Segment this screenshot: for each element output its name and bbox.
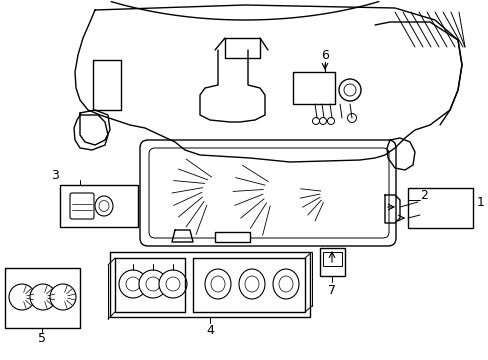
FancyBboxPatch shape — [140, 140, 395, 246]
Circle shape — [139, 270, 167, 298]
Ellipse shape — [272, 269, 298, 299]
Bar — [407, 188, 472, 228]
Ellipse shape — [343, 84, 355, 96]
Bar — [224, 38, 260, 58]
Circle shape — [146, 277, 160, 291]
Text: 3: 3 — [51, 168, 59, 181]
Ellipse shape — [347, 113, 356, 122]
Bar — [292, 72, 334, 104]
Text: 6: 6 — [321, 49, 328, 62]
Circle shape — [159, 270, 186, 298]
Bar — [5, 268, 80, 328]
Bar — [215, 232, 249, 242]
Ellipse shape — [99, 201, 109, 212]
Bar — [60, 185, 138, 227]
Text: 2: 2 — [419, 189, 427, 202]
Text: 1: 1 — [476, 195, 484, 208]
Ellipse shape — [244, 276, 259, 292]
Ellipse shape — [312, 117, 319, 125]
Circle shape — [9, 284, 35, 310]
Circle shape — [119, 270, 147, 298]
Circle shape — [165, 277, 180, 291]
Ellipse shape — [95, 196, 113, 216]
Text: 7: 7 — [327, 284, 335, 297]
Ellipse shape — [210, 276, 224, 292]
Text: 5: 5 — [38, 332, 46, 345]
Bar — [319, 248, 345, 276]
Text: 4: 4 — [205, 324, 214, 337]
Ellipse shape — [338, 79, 360, 101]
Ellipse shape — [204, 269, 230, 299]
Ellipse shape — [279, 276, 292, 292]
Bar — [93, 60, 121, 110]
Ellipse shape — [319, 117, 326, 125]
Bar — [110, 252, 309, 317]
Bar — [323, 252, 341, 266]
Ellipse shape — [327, 117, 334, 125]
FancyBboxPatch shape — [70, 193, 94, 219]
Ellipse shape — [239, 269, 264, 299]
FancyBboxPatch shape — [149, 148, 388, 238]
Circle shape — [126, 277, 140, 291]
Circle shape — [50, 284, 76, 310]
Circle shape — [30, 284, 56, 310]
